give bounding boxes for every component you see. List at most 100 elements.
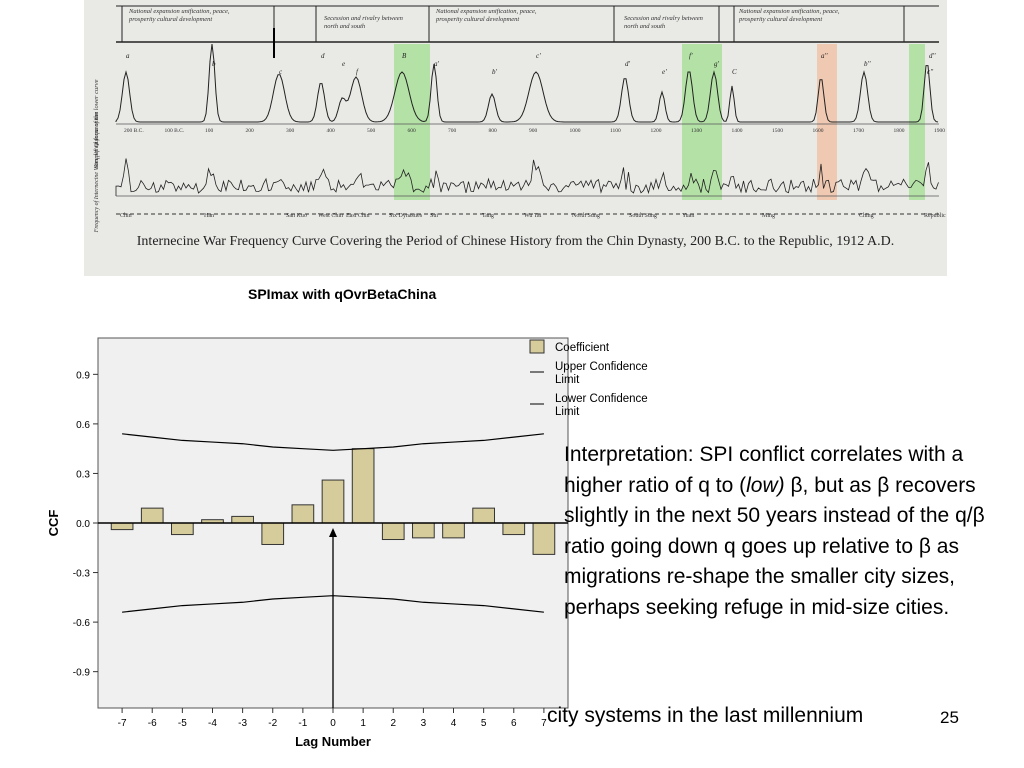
period-highlight-band — [394, 44, 430, 200]
y-tick-label: -0.9 — [73, 668, 91, 679]
coefficient-bar — [472, 507, 495, 524]
x-tick-label: 5 — [481, 718, 487, 729]
legend-coefficient-label: Coefficient — [555, 342, 610, 354]
coefficient-bar — [261, 522, 285, 545]
dynasty-label: Republic — [924, 213, 946, 219]
peak-letter: e' — [662, 68, 667, 76]
ccf-bar-chart: 0.9 0.6 0.3 0.0 -0.3 -0.6 -0.9 -7 -6 -5 -4 -3 -2 -1 0 1… — [46, 337, 648, 749]
bottom-curve-label: Frequency of Internecine Wars per Quinqu… — [93, 111, 100, 233]
dynasty-label: Tang — [482, 213, 494, 219]
peak-letter: c — [279, 68, 283, 76]
interpretation-text: Interpretation: SPI conflict correlates … — [564, 440, 994, 623]
upper-confidence-line — [122, 433, 544, 451]
scan-caption: Internecine War Frequency Curve Covering… — [136, 234, 895, 249]
historical-war-frequency-scan: National expansion unification, peace, pr… — [84, 0, 947, 276]
coefficient-bar — [140, 507, 164, 524]
peak-letter: b' — [492, 68, 498, 76]
dynasty-label: Chin — [120, 213, 132, 219]
coefficient-bar — [171, 522, 194, 536]
x-tick-label: -7 — [118, 718, 127, 729]
x-axis-label: Lag Number — [295, 734, 371, 749]
simplified-peak-curve — [115, 43, 939, 123]
year-tick: 500 — [367, 128, 376, 134]
x-tick-label: 4 — [451, 718, 457, 729]
peak-letter: e — [342, 60, 345, 68]
year-tick: 200 B.C. — [124, 128, 144, 134]
x-tick-label: 2 — [390, 718, 396, 729]
peak-letter: d — [321, 52, 325, 60]
peak-letter: a — [126, 52, 130, 60]
coefficient-bar — [412, 522, 435, 539]
coefficient-bar — [321, 479, 345, 524]
dynasty-label: Ming — [762, 213, 775, 219]
legend-upper-confidence-label: Upper Confidence Limit — [555, 361, 648, 386]
top-curve-label: Simplified form of the lower curve — [93, 79, 100, 168]
interpretation-part1: Interpretation: SPI conflict correlates … — [564, 443, 964, 497]
coefficient-bar — [381, 522, 405, 541]
dynasty-label: North Sung — [572, 213, 600, 219]
peak-letter: a' — [434, 60, 440, 68]
peak-letter: d'' — [929, 52, 936, 60]
dynasty-label: West Chin — [318, 213, 343, 219]
x-tick-label: 7 — [541, 718, 547, 729]
year-tick: 1900 — [934, 128, 945, 134]
phase-text: Secession and rivalry between north and s… — [324, 15, 403, 30]
peak-letter: a'' — [821, 52, 828, 60]
x-tick-label: -1 — [298, 718, 307, 729]
frequency-curve — [115, 158, 939, 196]
year-tick: 800 — [489, 128, 498, 134]
x-tick-label: -6 — [148, 718, 157, 729]
peak-letter: d' — [625, 60, 631, 68]
y-tick-label: 0.0 — [76, 519, 90, 530]
page-number: 25 — [940, 708, 959, 727]
peak-letter: f' — [689, 52, 693, 60]
x-tick-label: -5 — [178, 718, 187, 729]
peak-letter: c' — [536, 52, 541, 60]
phase-text: National expansion unification, peace, pr… — [128, 8, 230, 23]
interpretation-emphasis: low) — [746, 473, 785, 497]
peak-letter: b'' — [864, 60, 871, 68]
year-tick: 1700 — [853, 128, 864, 134]
x-tick-label: 3 — [421, 718, 427, 729]
interpretation-part2: β, but as β recovers slightly in the nex… — [564, 473, 985, 619]
year-tick: 1400 — [732, 128, 743, 134]
legend-lower-confidence-label: Lower Confidence Limit — [555, 393, 648, 418]
y-tick-label: 0.6 — [76, 420, 90, 431]
y-axis-label: CCF — [46, 510, 61, 537]
y-tick-label: -0.3 — [73, 569, 91, 580]
coefficient-bar — [291, 504, 315, 524]
year-tick: 100 — [205, 128, 214, 134]
year-tick: 200 — [246, 128, 255, 134]
year-tick: 1800 — [894, 128, 905, 134]
year-tick: 900 — [529, 128, 538, 134]
phase-text: National expansion unification, peace, pr… — [738, 8, 840, 23]
year-tick: 1500 — [772, 128, 783, 134]
x-tick-label: 1 — [360, 718, 366, 729]
year-tick: 1300 — [691, 128, 702, 134]
peak-letter: g' — [714, 60, 720, 68]
dynasty-label: Sui — [430, 213, 438, 219]
dynasty-label: East Chin — [346, 213, 370, 219]
coefficient-bar — [442, 522, 465, 539]
x-tick-label: -3 — [238, 718, 247, 729]
year-tick: 300 — [286, 128, 295, 134]
x-tick-label: 0 — [330, 718, 336, 729]
year-tick: 1000 — [570, 128, 581, 134]
dynasty-label: San Kuo — [286, 213, 307, 219]
ccf-chart-title: SPImax with qOvrBetaChina — [248, 286, 437, 302]
coefficient-bar — [110, 522, 134, 531]
coefficient-bar — [351, 448, 375, 524]
coefficient-bar — [231, 515, 254, 524]
footer-text: city systems in the last millennium — [547, 704, 864, 727]
y-tick-label: 0.9 — [76, 370, 90, 381]
phase-text: Secession and rivalry between north and s… — [624, 15, 703, 30]
phase-text: National expansion unification, peace, pr… — [435, 8, 537, 23]
dynasty-label: Six Dynasties — [389, 213, 423, 219]
x-tick-label: -2 — [268, 718, 277, 729]
x-tick-label: -4 — [208, 718, 217, 729]
year-tick: 100 B.C. — [165, 128, 185, 134]
coefficient-bar — [532, 522, 556, 555]
peak-letter: B — [402, 52, 407, 60]
dynasty-label: Ching — [859, 213, 874, 219]
dynasty-label: Wu Tai — [524, 213, 542, 219]
